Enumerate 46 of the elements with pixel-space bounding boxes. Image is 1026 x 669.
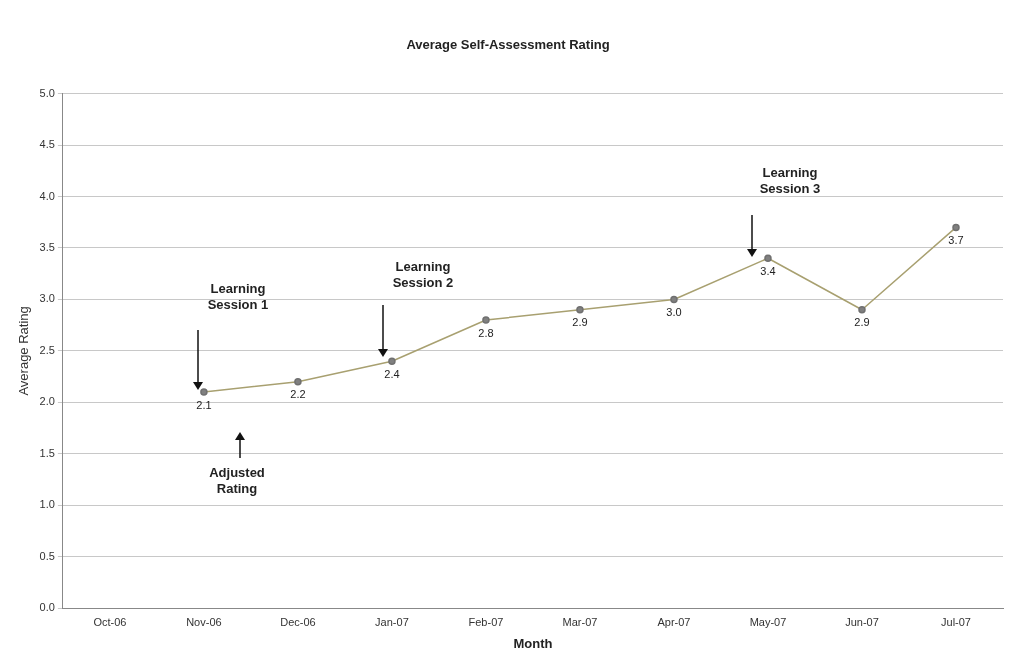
point	[764, 254, 772, 263]
y-axis-title: Average Rating	[16, 306, 32, 396]
x-tick-label: Jul-07	[941, 615, 971, 628]
x-tick-label: Oct-06	[93, 615, 127, 628]
point	[482, 316, 490, 324]
point	[576, 305, 584, 314]
y-tick-label: 2.5	[39, 343, 55, 356]
x-tick-label: Feb-07	[468, 615, 504, 628]
data-label: 3.0	[666, 305, 682, 318]
annotation: Learning Session 2	[391, 259, 455, 291]
x-tick-label: Dec-06	[280, 615, 316, 628]
x-tick-label: May-07	[749, 615, 787, 628]
y-tick-label: 4.5	[39, 138, 55, 151]
y-tick-label: 0.5	[39, 549, 55, 562]
x-tick-label: Mar-07	[562, 615, 598, 628]
data-label: 2.1	[196, 398, 212, 411]
data-label: 3.4	[760, 264, 776, 277]
point	[200, 388, 208, 396]
y-tick-label: 5.0	[39, 86, 55, 99]
chart-title: Average Self-Assessment Rating	[406, 37, 610, 53]
point	[952, 223, 960, 232]
data-label: 2.9	[572, 316, 588, 329]
y-tick-label: 1.0	[39, 498, 55, 511]
point	[858, 305, 866, 314]
annotation: Adjusted Rating	[208, 465, 266, 497]
y-tick-label: 4.0	[39, 189, 55, 202]
data-label: 2.4	[384, 367, 400, 380]
x-tick-label: Jun-07	[845, 615, 879, 628]
annotation: Learning Session 1	[206, 281, 270, 313]
data-label: 2.2	[290, 388, 306, 401]
x-axis-title: Month	[513, 635, 553, 651]
point	[670, 295, 678, 304]
point	[294, 378, 302, 386]
y-tick-label: 1.5	[39, 446, 55, 459]
x-tick-label: Nov-06	[186, 615, 222, 628]
data-label: 2.8	[478, 326, 494, 339]
y-tick-label: 3.0	[39, 292, 55, 305]
x-tick-label: Apr-07	[657, 615, 691, 628]
y-tick-label: 3.5	[39, 241, 55, 254]
annotation: Learning Session 3	[758, 165, 822, 197]
data-label: 2.9	[854, 316, 870, 329]
x-tick-label: Jan-07	[375, 615, 409, 628]
point	[388, 357, 396, 365]
data-label: 3.7	[948, 233, 964, 246]
y-tick-label: 0.0	[39, 601, 55, 614]
y-tick-label: 2.0	[39, 395, 55, 408]
